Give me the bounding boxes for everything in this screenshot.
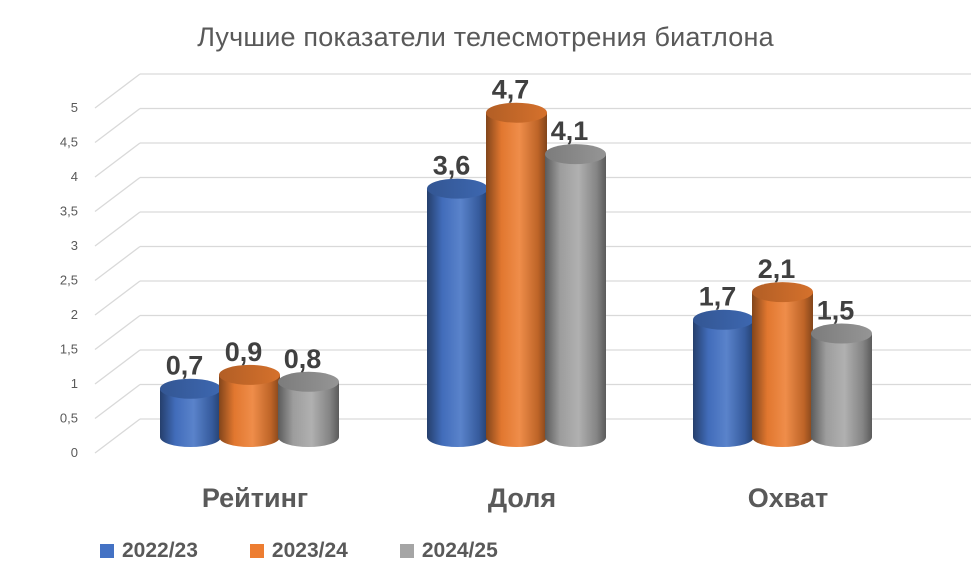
category-label: Охват: [748, 483, 829, 513]
bar-cap: [752, 282, 813, 303]
data-labels: 0,7 0,9 0,8 3,6 4,7 4,1 1,7 2,1 1,5: [166, 75, 855, 381]
legend-swatch: [100, 544, 114, 558]
y-tick-label: 3,5: [60, 204, 78, 219]
y-tick-label: 1,5: [60, 342, 78, 357]
data-label: 4,1: [551, 116, 589, 146]
data-label: 1,5: [817, 296, 855, 326]
legend: 2022/23 2023/24 2024/25: [100, 536, 550, 566]
data-label: 0,7: [166, 351, 204, 381]
bar-2024/25-Доля: [545, 144, 606, 447]
bar-body: [427, 188, 488, 447]
data-label: 0,8: [284, 344, 322, 374]
legend-label: 2024/25: [421, 539, 498, 562]
gridline-diagonal: [94, 349, 141, 385]
bar-2022/23-Доля: [427, 178, 488, 447]
bar-cap: [545, 144, 606, 165]
gridline-diagonal: [94, 107, 141, 144]
bar-2023/24-Доля: [486, 102, 547, 447]
data-label: 4,7: [492, 75, 530, 105]
gridline-diagonal: [94, 383, 141, 420]
gridline-diagonal: [94, 245, 141, 282]
gridline-diagonal: [94, 280, 141, 316]
bar-body: [693, 319, 754, 447]
bar-body: [811, 333, 872, 447]
data-label: 0,9: [225, 337, 263, 367]
category-labels: Рейтинг Доля Охват: [202, 483, 828, 513]
bar-body: [160, 388, 221, 447]
bar-cap: [811, 323, 872, 344]
bar-cap: [486, 102, 547, 123]
bars: [160, 102, 872, 447]
bar-2022/23-Рейтинг: [160, 378, 221, 447]
bar-cap: [278, 371, 339, 392]
y-tick-label: 1: [71, 376, 78, 391]
gridline-diagonal: [94, 211, 141, 247]
bar-cap: [160, 378, 221, 399]
y-tick-label: 2: [71, 307, 78, 322]
y-tick-label: 0,5: [60, 411, 78, 426]
legend-label: 2022/23: [122, 539, 198, 562]
bar-body: [219, 374, 280, 447]
data-label: 1,7: [699, 282, 737, 312]
category-label: Рейтинг: [202, 483, 308, 513]
bar-cap: [219, 364, 280, 385]
y-tick-label: 5: [71, 100, 78, 115]
legend-swatch: [249, 544, 264, 558]
category-label: Доля: [488, 483, 556, 513]
bar-body: [752, 292, 813, 447]
y-axis-ticks: 0 0,5 1 1,5 2 2,5 3 3,5 4 4,5 5: [60, 100, 78, 460]
bar-cap: [693, 309, 754, 330]
legend-item: 2023/24: [249, 539, 348, 563]
bar-cap: [427, 178, 488, 199]
y-tick-label: 0: [71, 445, 78, 460]
gridline-diagonal: [94, 418, 141, 454]
gridline-diagonal: [94, 176, 141, 213]
bar-body: [486, 112, 547, 447]
bar-2023/24-Охват: [752, 282, 813, 447]
gridline-diagonal: [94, 73, 141, 109]
gridline-diagonal: [94, 314, 141, 351]
bar-2024/25-Рейтинг: [278, 371, 339, 447]
legend-item: 2024/25: [399, 539, 498, 563]
data-label: 2,1: [758, 254, 796, 284]
chart-title: Лучшие показатели телесмотрения биатлона: [197, 22, 774, 52]
bar-2024/25-Охват: [811, 323, 872, 447]
data-label: 3,6: [433, 151, 471, 181]
bar-2023/24-Рейтинг: [219, 364, 280, 447]
y-tick-label: 4,5: [60, 135, 78, 150]
legend-item: 2022/23: [100, 539, 198, 563]
gridline-diagonal: [94, 142, 141, 178]
bar-2022/23-Охват: [693, 309, 754, 447]
y-tick-label: 4: [71, 169, 78, 184]
legend-swatch: [399, 544, 414, 558]
bar-body: [278, 381, 339, 447]
y-tick-label: 2,5: [60, 273, 78, 288]
bar-body: [545, 154, 606, 447]
legend-label: 2023/24: [271, 539, 348, 562]
y-tick-label: 3: [71, 238, 78, 253]
